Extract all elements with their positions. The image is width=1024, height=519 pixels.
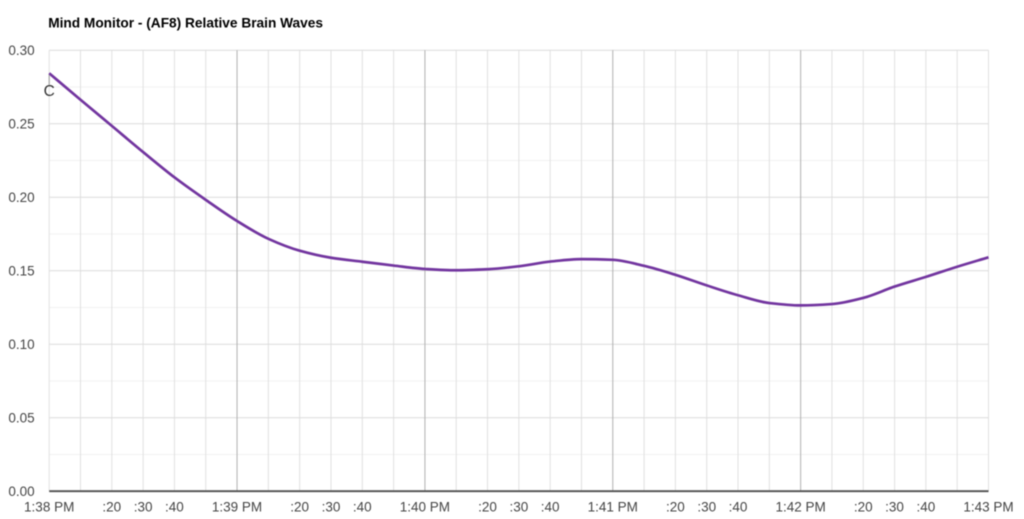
x-axis-label: :30 xyxy=(885,500,904,515)
x-axis-label: :40 xyxy=(165,500,184,515)
series-lines xyxy=(48,72,989,307)
x-axis-labels: 1:38 PM :20 :30 :40 1:39 PM :20 :30 :40 1:40 PM:… xyxy=(24,500,1014,515)
x-axis-label: 1:39 PM xyxy=(212,500,262,515)
x-axis-label: :40 xyxy=(353,500,372,515)
chart-title: Mind Monitor - (AF8) Relative Brain Wave… xyxy=(48,16,323,31)
x-axis-label: 1:38 PM xyxy=(24,500,74,515)
x-axis-label: :30 xyxy=(322,500,341,515)
y-axis-label: 0.10 xyxy=(8,337,34,352)
y-axis-label: 0.00 xyxy=(8,484,34,499)
x-axis-label: 1:40 PM xyxy=(400,500,450,515)
y-axis-label: 0.05 xyxy=(8,411,34,426)
point-annotations: C xyxy=(44,74,55,100)
vertical-major-gridlines xyxy=(236,50,802,492)
x-axis-label: :40 xyxy=(729,500,748,515)
x-axis-label: :20 xyxy=(478,500,497,515)
x-axis-label: 1:41 PM xyxy=(588,500,638,515)
x-axis-label: :40 xyxy=(916,500,935,515)
x-axis-label: :20 xyxy=(854,500,873,515)
x-axis-label: :40 xyxy=(541,500,560,515)
y-axis-label: 0.20 xyxy=(8,190,34,205)
x-axis-label: 1:42 PM xyxy=(775,500,825,515)
y-axis-label: 0.25 xyxy=(8,117,34,132)
x-axis-label: :30 xyxy=(509,500,528,515)
x-axis-label: :20 xyxy=(102,500,121,515)
y-axis-label: 0.15 xyxy=(8,264,34,279)
x-axis-label: :30 xyxy=(697,500,716,515)
x-axis-label: :30 xyxy=(134,500,153,515)
annotation-label: C xyxy=(44,83,55,100)
x-axis-label: :20 xyxy=(666,500,685,515)
series-line[interactable] xyxy=(48,72,989,307)
y-axis-labels: 0.00 0.05 0.10 0.15 0.20 0.25 0.30 xyxy=(8,43,34,499)
x-axis-label: 1:43 PM xyxy=(963,500,1013,515)
y-axis-label: 0.30 xyxy=(8,43,34,58)
x-axis-label: :20 xyxy=(290,500,309,515)
horizontal-major-gridlines xyxy=(49,49,989,419)
